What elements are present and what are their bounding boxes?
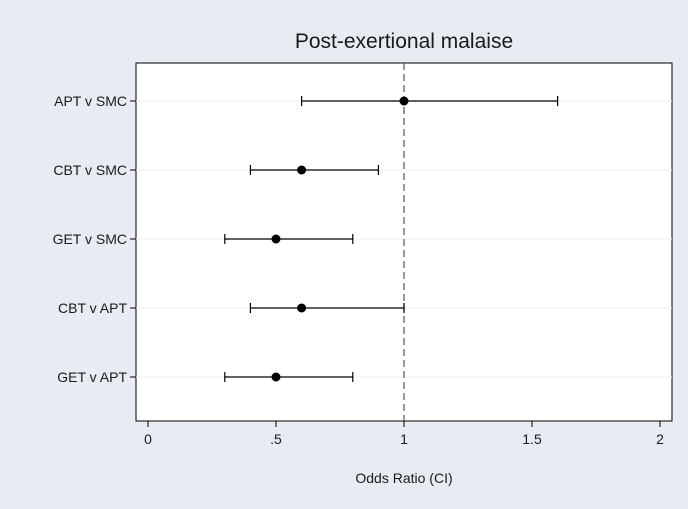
x-tick-label: 2 xyxy=(656,431,664,447)
estimate-point xyxy=(297,165,307,175)
y-tick-label: CBT v APT xyxy=(58,300,127,316)
x-axis-label: Odds Ratio (CI) xyxy=(355,470,452,486)
estimate-point xyxy=(297,303,307,313)
y-tick-label: APT v SMC xyxy=(54,93,127,109)
estimate-point xyxy=(271,372,281,382)
axis-layer: APT v SMC CBT v SMC GET v SMC CBT v APT GET … xyxy=(53,93,665,447)
x-tick-label: 1 xyxy=(400,431,408,447)
y-tick-label: CBT v SMC xyxy=(53,162,127,178)
x-tick-label: .5 xyxy=(270,431,282,447)
chart-title: Post-exertional malaise xyxy=(295,30,513,53)
marks-layer xyxy=(224,96,559,382)
estimate-point xyxy=(271,234,281,244)
y-tick-label: GET v APT xyxy=(57,369,127,385)
x-tick-label: 1.5 xyxy=(522,431,542,447)
x-tick-label: 0 xyxy=(144,431,152,447)
estimate-point xyxy=(399,96,409,106)
y-tick-label: GET v SMC xyxy=(53,231,127,247)
